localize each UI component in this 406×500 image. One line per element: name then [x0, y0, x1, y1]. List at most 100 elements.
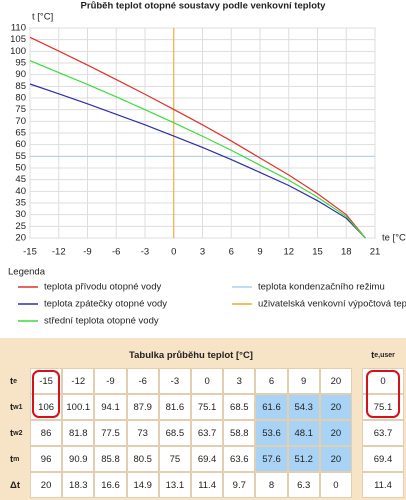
cell-text: 51.2 [294, 453, 313, 465]
cell-text: 73 [137, 427, 148, 439]
table-cell: 9.7 [223, 472, 256, 498]
table: Tabulka průběhu teplot [°C] t e -15 -12 -9 -6-… [0, 338, 406, 500]
cell-text: 96 [40, 453, 52, 465]
cell-text: 20 [330, 453, 342, 465]
x-tick-label: -6 [112, 247, 120, 258]
x-tick-label: -3 [141, 247, 149, 258]
cell-text: 8 [268, 479, 275, 491]
highlight-ring [32, 370, 61, 418]
table-cell: 20 [30, 472, 63, 498]
y-tick-label: 45 [15, 174, 26, 185]
y-tick-label: 20 [15, 233, 26, 244]
user-cell: 69.4 [362, 446, 404, 472]
x-tick-label: 6 [229, 247, 234, 258]
y-tick-label: 100 [10, 46, 26, 57]
cell-text: 69.4 [197, 453, 217, 465]
y-tick-label: 55 [15, 151, 26, 162]
cell-text: 20 [40, 479, 52, 491]
chart: Průběh teplot otopné soustavy podle venk… [8, 1, 406, 327]
table-cell: 63.7 [191, 420, 224, 446]
x-tick-label: 21 [370, 247, 381, 258]
table-cell: 51.2 [287, 446, 320, 472]
subscript: w2 [13, 429, 23, 437]
x-tick-label: 18 [341, 247, 352, 258]
table-cell: 85.8 [94, 446, 127, 472]
table-cell: 16.6 [94, 472, 127, 498]
table-cell: 6.3 [287, 472, 320, 498]
cell-text: 87.9 [133, 401, 152, 413]
y-tick-label: 80 [15, 93, 26, 104]
user-cell: 11.4 [362, 472, 404, 498]
table-cell: 54.3 [287, 394, 320, 420]
table-cell: 0 [319, 472, 352, 498]
cell-text: 68.5 [165, 427, 185, 439]
x-tick-label: -9 [83, 247, 91, 258]
table-cell: 6 [255, 368, 288, 394]
table-cell: 90.9 [62, 446, 95, 472]
table-cell: 94.1 [94, 394, 127, 420]
y-tick-label: 85 [15, 81, 26, 92]
user-header: t e,user [362, 342, 404, 368]
y-tick-label: 50 [15, 163, 26, 174]
legend-label: teplota zpátečky otopné vody [44, 299, 167, 310]
x-axis-label: te [°C] [382, 233, 406, 244]
table-cell: 20 [319, 446, 352, 472]
data-line [29, 83, 366, 239]
highlight-ring [366, 370, 400, 418]
table-cell: 86 [30, 420, 63, 446]
table-cell: 77.5 [94, 420, 127, 446]
table-cell: 48.1 [287, 420, 320, 446]
x-tick-label: -12 [52, 247, 66, 258]
y-tick-label: 25 [15, 221, 26, 232]
table-cell: 96 [30, 446, 63, 472]
table-cell: 81.8 [62, 420, 95, 446]
table-cell: 20 [319, 394, 352, 420]
cell-text: t [10, 427, 14, 439]
cell-text: 94.1 [101, 401, 120, 413]
y-axis-label: t [°C] [32, 12, 53, 23]
table-cell: 69.4 [191, 446, 224, 472]
legend-label: uživatelská venkovní výpočtová teplota [258, 299, 406, 310]
cell-text: 20 [330, 401, 342, 413]
cell-text: 81.6 [165, 401, 185, 413]
cell-text: 106 [38, 401, 55, 413]
chart-title: Průběh teplot otopné soustavy podle venk… [81, 1, 327, 12]
cell-text: t [10, 453, 14, 465]
cell-text: 58.8 [230, 427, 249, 439]
table-cell: 58.8 [223, 420, 256, 446]
cell-text: 80.5 [133, 453, 152, 465]
cell-text: 20 [330, 375, 342, 387]
cell-text: -9 [106, 375, 115, 387]
cell-text: Tabulka průběhu teplot [°C] [129, 349, 253, 361]
cell-text: 75 [169, 453, 181, 465]
cell-text: 9.7 [232, 479, 246, 491]
table-cell: 81.6 [158, 394, 191, 420]
cell-text: 63.7 [197, 427, 217, 439]
cell-text: 9 [301, 375, 307, 387]
y-tick-label: 95 [15, 58, 26, 69]
table-cell: 3 [223, 368, 256, 394]
cell-text: 90.9 [69, 453, 88, 465]
y-tick-label: 40 [15, 186, 26, 197]
table-cell: 68.5 [158, 420, 191, 446]
x-tick-label: 3 [200, 247, 205, 258]
table-cell: 100.1 [62, 394, 95, 420]
cell-text: 86 [40, 427, 52, 439]
table-cell: 0 [191, 368, 224, 394]
cell-text: 11.4 [374, 479, 392, 491]
table-cell: -6 [126, 368, 159, 394]
cell-text: 0 [204, 375, 210, 387]
legend-title: Legenda [8, 267, 46, 278]
table-cell: 20 [319, 368, 352, 394]
x-tick-label: 9 [257, 247, 262, 258]
cell-text: 0 [333, 479, 339, 491]
table-cell: 87.9 [126, 394, 159, 420]
cell-text: 81.8 [69, 427, 88, 439]
cell-text: -3 [170, 375, 180, 387]
y-tick-label: 60 [15, 139, 26, 150]
table-cell: 80.5 [126, 446, 159, 472]
y-tick-label: 110 [11, 23, 26, 34]
table-cell: 68.5 [223, 394, 256, 420]
cell-text: 57.6 [262, 453, 281, 465]
